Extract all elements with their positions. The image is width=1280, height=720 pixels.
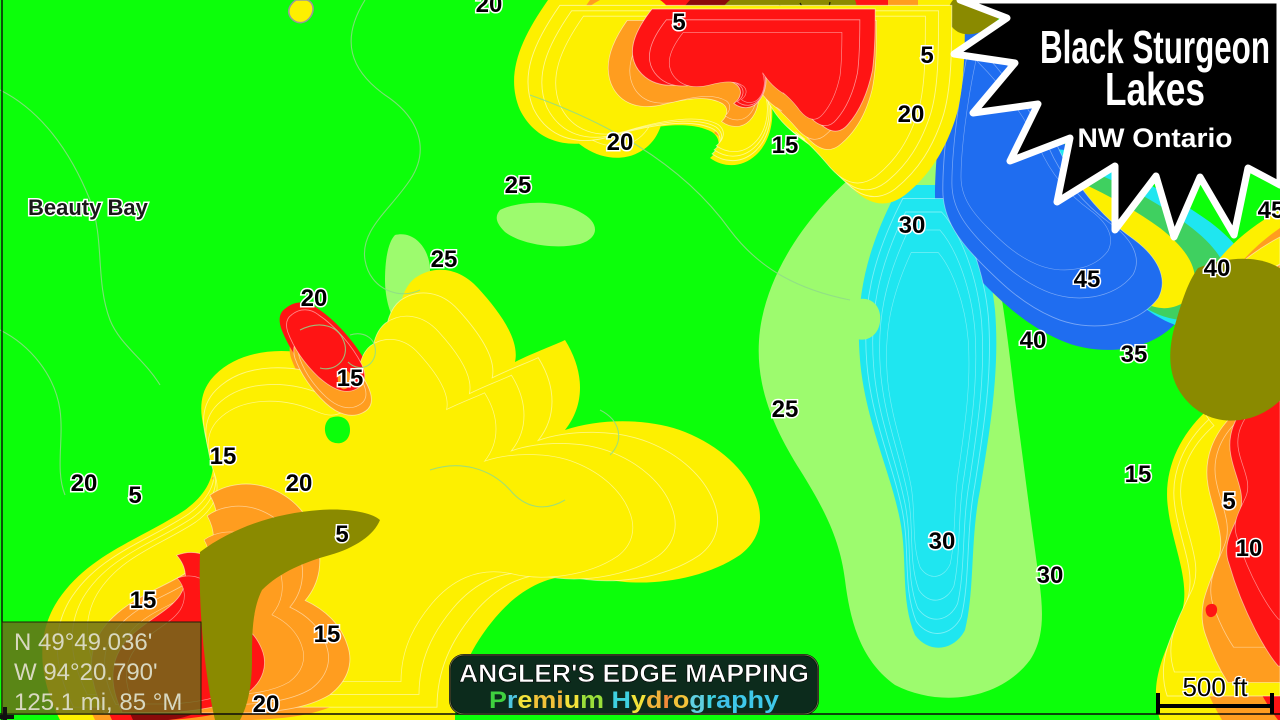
svg-text:45: 45	[1074, 266, 1101, 293]
svg-text:25: 25	[505, 172, 532, 199]
svg-text:W 94°20.790': W 94°20.790'	[14, 659, 158, 686]
svg-text:25: 25	[772, 396, 799, 423]
svg-text:Beauty Bay: Beauty Bay	[28, 195, 149, 220]
svg-text:10: 10	[1236, 535, 1263, 562]
svg-text:45: 45	[1258, 197, 1280, 224]
svg-text:15: 15	[210, 443, 237, 470]
svg-text:5: 5	[1222, 488, 1235, 515]
svg-text:20: 20	[71, 470, 98, 497]
svg-text:20: 20	[301, 285, 328, 312]
svg-text:30: 30	[899, 212, 926, 239]
svg-text:15: 15	[337, 365, 364, 392]
svg-text:NW Ontario: NW Ontario	[1078, 123, 1233, 153]
svg-text:35: 35	[1121, 341, 1148, 368]
svg-text:ANGLER'S EDGE MAPPING: ANGLER'S EDGE MAPPING	[459, 660, 809, 688]
svg-text:20: 20	[898, 101, 925, 128]
svg-text:20: 20	[286, 470, 313, 497]
svg-text:15: 15	[130, 587, 157, 614]
svg-text:5: 5	[335, 521, 348, 548]
svg-text:15: 15	[314, 621, 341, 648]
svg-text:N 49°49.036': N 49°49.036'	[14, 629, 152, 656]
svg-text:20: 20	[607, 129, 634, 156]
svg-text:125.1 mi, 85 °M: 125.1 mi, 85 °M	[14, 689, 182, 716]
svg-text:5: 5	[920, 42, 933, 69]
svg-text:20: 20	[476, 0, 503, 18]
svg-text:15: 15	[772, 132, 799, 159]
svg-text:40: 40	[1020, 327, 1047, 354]
svg-text:40: 40	[1204, 255, 1231, 282]
svg-text:15: 15	[1125, 461, 1152, 488]
svg-text:500 ft: 500 ft	[1182, 672, 1248, 702]
svg-text:25: 25	[431, 246, 458, 273]
svg-text:5: 5	[672, 9, 685, 36]
svg-text:30: 30	[929, 528, 956, 555]
svg-text:Lakes: Lakes	[1105, 63, 1205, 115]
svg-text:30: 30	[1037, 562, 1064, 589]
svg-text:5: 5	[128, 482, 141, 509]
